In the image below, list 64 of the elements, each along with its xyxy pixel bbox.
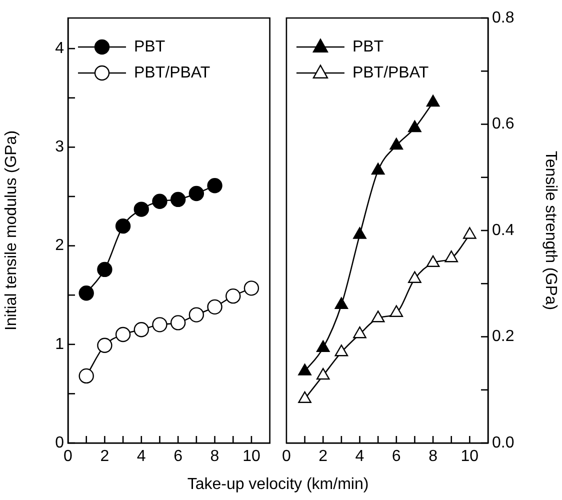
y2-tick-label: 0.6 <box>492 116 514 133</box>
point <box>298 364 312 376</box>
point <box>426 255 440 268</box>
x-tick-label: 2 <box>100 448 110 466</box>
point <box>188 186 204 202</box>
point <box>390 305 404 317</box>
point <box>371 162 385 175</box>
y2-axis-title: Tensile strength (GPa) <box>542 150 559 310</box>
point <box>408 120 422 132</box>
y-tick-label: 2 <box>55 237 64 254</box>
point <box>207 178 222 194</box>
point <box>316 340 330 352</box>
x-tick-label: 4 <box>136 448 146 466</box>
point <box>78 286 94 301</box>
point <box>316 368 330 380</box>
x-tick-label: 0 <box>282 448 291 466</box>
point <box>298 391 312 404</box>
x-tick-label: 6 <box>174 448 183 466</box>
point <box>152 317 168 332</box>
y-tick-label: 3 <box>55 138 64 156</box>
x-tick-label: 6 <box>392 448 401 466</box>
point <box>444 250 458 262</box>
y2-tick-label: 0.8 <box>492 9 514 26</box>
x-tick-label: 10 <box>242 448 260 466</box>
y2-tick-label: 0.2 <box>492 328 514 346</box>
point <box>463 227 476 239</box>
point <box>78 368 94 384</box>
y-tick-label: 4 <box>55 40 64 57</box>
point <box>170 315 186 330</box>
x-tick-label: 2 <box>318 448 328 466</box>
point <box>115 218 131 234</box>
point <box>134 322 149 338</box>
x-tick-label: 8 <box>210 448 220 466</box>
x-tick-label: 8 <box>428 448 438 466</box>
x-axis-title: Take-up velocity (km/min) <box>186 476 370 494</box>
point <box>152 194 168 210</box>
point <box>371 310 385 322</box>
point <box>188 307 204 322</box>
point <box>170 192 186 208</box>
point <box>97 338 112 353</box>
y-tick-label: 1 <box>55 336 64 353</box>
y2-tick-label: 0.0 <box>492 434 514 452</box>
point <box>334 297 348 309</box>
point <box>244 280 260 296</box>
y-tick-label: 0 <box>55 434 64 452</box>
point <box>207 299 222 315</box>
point <box>97 262 112 278</box>
point <box>408 271 422 283</box>
legend-label: PBT/PBAT <box>134 64 210 82</box>
legend-label: PBT/PBAT <box>352 64 429 82</box>
point <box>226 288 241 304</box>
point <box>426 94 440 107</box>
y2-tick-label: 0.4 <box>492 222 514 239</box>
point <box>390 138 404 150</box>
point <box>353 227 366 239</box>
legend-label: PBT <box>352 38 384 56</box>
x-tick-label: 4 <box>355 448 364 466</box>
y-axis-title: Initial tensile modulus (GPa) <box>3 130 20 331</box>
point <box>334 344 348 356</box>
point <box>134 202 149 217</box>
point <box>353 326 366 338</box>
legend-label: PBT <box>134 38 166 56</box>
point <box>115 326 131 342</box>
x-tick-label: 10 <box>460 448 479 466</box>
